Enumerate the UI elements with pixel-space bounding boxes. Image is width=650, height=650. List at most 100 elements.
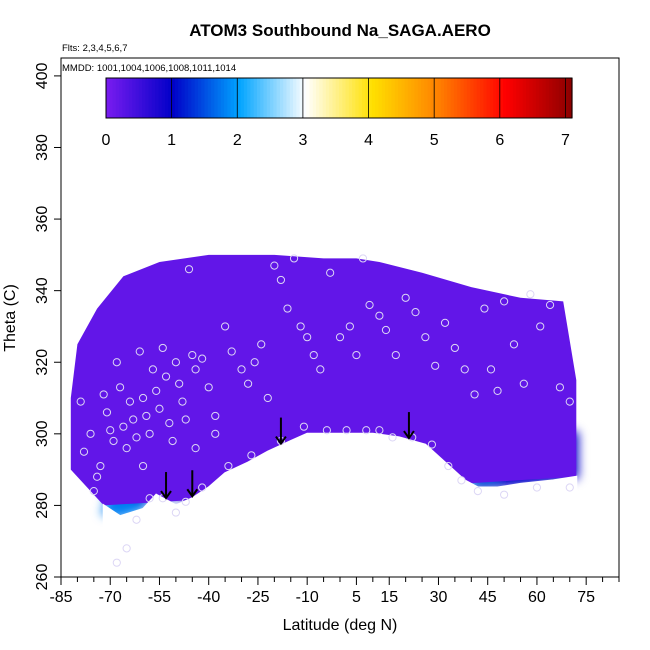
colorbar-cell <box>466 78 471 118</box>
sample-point <box>391 350 400 360</box>
colorbar-cell <box>562 78 567 118</box>
surface-arrow <box>275 417 287 446</box>
sample-point <box>375 311 384 320</box>
sample-point <box>480 304 489 313</box>
sample-point <box>470 390 479 399</box>
colorbar-cell <box>444 78 448 118</box>
y-tick-label: 280 <box>34 492 51 519</box>
colorbar-cell <box>411 78 416 118</box>
colorbar-cell <box>322 78 327 118</box>
sample-point <box>316 365 325 374</box>
colorbar-cell <box>404 78 409 118</box>
colorbar-cell <box>361 78 366 118</box>
colorbar-cell <box>273 78 278 118</box>
colorbar-cell <box>499 78 504 118</box>
sample-point <box>102 408 112 417</box>
sample-point <box>555 383 565 392</box>
colorbar-cell <box>542 78 547 118</box>
sample-point <box>500 297 509 306</box>
flights-annotation: Flts: 2,3,4,5,6,7 <box>62 43 127 54</box>
sample-point <box>545 300 555 310</box>
colorbar-cell <box>535 78 540 118</box>
x-tick-label: -25 <box>246 589 269 606</box>
colorbar-cell <box>325 78 330 118</box>
sample-point <box>509 340 519 349</box>
sample-point <box>135 347 144 356</box>
sample-point <box>158 343 167 353</box>
sample-point <box>112 358 121 367</box>
sample-point <box>122 444 131 453</box>
sample-point <box>270 261 279 270</box>
colorbar-cell <box>453 78 458 118</box>
colorbar-cell <box>309 78 314 118</box>
colorbar-cell <box>503 78 507 118</box>
colorbar-cell <box>470 78 475 118</box>
colorbar-cell <box>253 78 258 118</box>
colorbar-cell <box>214 78 219 118</box>
y-tick-label: 300 <box>34 420 51 447</box>
sample-point <box>335 333 345 342</box>
colorbar-cell <box>135 78 140 118</box>
sample-point <box>326 268 335 277</box>
x-tick-label: -70 <box>99 589 122 606</box>
sample-point <box>138 461 148 471</box>
colorbar-cell <box>358 78 363 118</box>
sample-point <box>401 293 410 302</box>
colorbar-cell <box>247 78 251 118</box>
x-axis-label: Latitude (deg N) <box>283 617 398 634</box>
colorbar-cell <box>211 78 215 118</box>
colorbar-cell <box>220 78 225 118</box>
colorbar-cell <box>401 78 406 118</box>
x-tick-label: 60 <box>528 589 546 606</box>
sample-point <box>457 476 466 485</box>
sample-point <box>145 429 154 438</box>
sample-point <box>440 318 450 327</box>
colorbar-cell <box>378 78 383 118</box>
dates-annotation: MMDD: 1001,1004,1006,1008,1011,1014 <box>62 63 236 74</box>
sample-point <box>76 397 85 406</box>
colorbar-cell <box>424 78 429 118</box>
sample-point <box>138 393 148 403</box>
colorbar-cell <box>457 78 462 118</box>
colorbar-cell <box>256 78 261 118</box>
colorbar-cell <box>421 78 425 118</box>
colorbar-cell <box>293 78 297 118</box>
colorbar-cell <box>188 78 192 118</box>
colorbar-cell <box>342 78 347 118</box>
sample-point <box>211 411 220 421</box>
x-tick-label: -85 <box>49 589 72 606</box>
colorbar-cell <box>289 78 294 118</box>
colorbar-cell <box>312 78 317 118</box>
colorbar-cell <box>529 78 534 118</box>
colorbar-cell <box>181 78 186 118</box>
sample-point <box>115 383 125 392</box>
sample-point <box>119 422 128 431</box>
sample-point <box>168 436 177 446</box>
colorbar-cell <box>365 78 370 118</box>
sample-point <box>431 361 440 370</box>
sample-point <box>322 426 331 435</box>
arrow-head <box>403 430 415 440</box>
colorbar-cell <box>286 78 291 118</box>
colorbar-cell <box>158 78 163 118</box>
sample-point <box>165 418 174 428</box>
sample-point <box>191 365 200 374</box>
sample-point <box>106 426 115 435</box>
sample-point <box>237 365 246 374</box>
colorbar-cell <box>417 78 422 118</box>
colorbar-cell <box>125 78 130 118</box>
sample-point <box>289 254 299 263</box>
sample-point <box>257 340 266 349</box>
sample-point <box>132 433 141 442</box>
colorbar-cell <box>375 78 379 118</box>
colorbar-cell <box>204 78 209 118</box>
sample-point <box>175 379 184 388</box>
colorbar-cell <box>207 78 212 118</box>
colorbar-cell <box>512 78 517 118</box>
colorbar-cell <box>447 78 452 118</box>
colorbar-tick-label: 3 <box>298 132 307 149</box>
colorbar-cell <box>384 78 389 118</box>
sample-point <box>296 322 305 331</box>
colorbar-tick-label: 6 <box>495 132 504 149</box>
sample-point <box>129 415 138 424</box>
